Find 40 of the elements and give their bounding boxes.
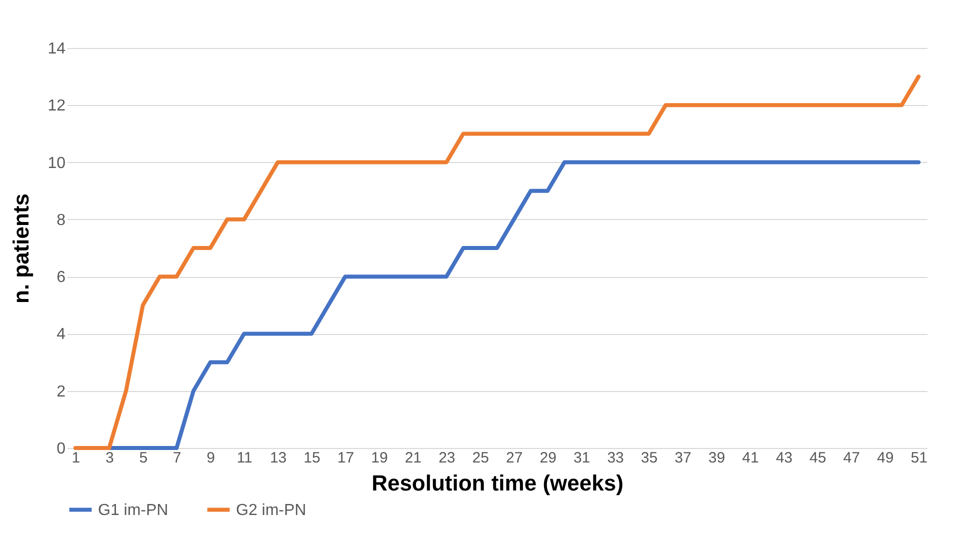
- x-tick-label: 29: [540, 450, 556, 466]
- x-tick-label: 33: [607, 450, 624, 466]
- y-tick-label: 6: [56, 269, 66, 286]
- x-tick-label: 1: [72, 450, 80, 466]
- x-tick-label: 25: [472, 450, 489, 466]
- y-tick-label: 14: [48, 40, 66, 58]
- y-tick-label: 4: [56, 326, 66, 344]
- x-tick-label: 11: [236, 450, 252, 466]
- x-tick-label: 5: [139, 450, 148, 466]
- line-series: [107, 160, 921, 450]
- y-axis-title: n. patients: [8, 193, 34, 304]
- x-tick-label: 13: [270, 450, 287, 466]
- legend-label: G1 im-PN: [98, 502, 168, 519]
- y-tick-label: 2: [56, 383, 66, 400]
- x-tick-label: 21: [404, 450, 422, 466]
- x-tick-label: 3: [105, 450, 114, 466]
- x-tick-label: 43: [776, 450, 793, 466]
- x-tick-label: 37: [674, 450, 692, 466]
- x-tick-label: 17: [337, 450, 354, 466]
- line-series: [73, 74, 921, 450]
- x-tick-label: 51: [910, 450, 928, 466]
- x-tick-label: 35: [640, 450, 658, 466]
- x-tick-label: 15: [304, 450, 320, 466]
- x-tick-label: 41: [742, 450, 759, 466]
- x-tick-label: 49: [877, 450, 894, 466]
- x-tick-label: 19: [371, 450, 388, 466]
- y-tick-label: 10: [48, 154, 66, 172]
- x-tick-label: 45: [810, 450, 826, 466]
- x-tick-label: 47: [843, 450, 860, 466]
- y-tick-label: 0: [56, 440, 66, 458]
- x-tick-label: 27: [506, 450, 523, 466]
- x-tick-label: 9: [206, 450, 216, 466]
- y-tick-label: 12: [48, 98, 66, 115]
- y-tick-label: 8: [56, 212, 66, 229]
- x-tick-label: 31: [573, 450, 590, 466]
- x-axis-title: Resolution time (weeks): [372, 470, 624, 496]
- x-tick-label: 23: [438, 450, 456, 466]
- legend-label: G2 im-PN: [236, 502, 306, 519]
- x-tick-label: 7: [172, 450, 182, 466]
- x-tick-label: 39: [708, 450, 726, 466]
